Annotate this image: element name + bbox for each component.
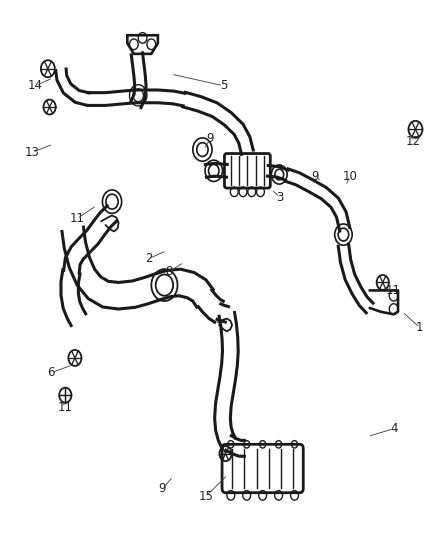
Text: 5: 5 bbox=[220, 79, 227, 92]
Text: 12: 12 bbox=[406, 135, 421, 148]
Text: 8: 8 bbox=[165, 265, 173, 278]
Text: 11: 11 bbox=[58, 401, 73, 414]
Text: 11: 11 bbox=[70, 212, 85, 225]
Text: 4: 4 bbox=[390, 422, 397, 435]
Text: 14: 14 bbox=[28, 79, 43, 92]
Text: 11: 11 bbox=[386, 284, 401, 297]
Text: 9: 9 bbox=[159, 482, 166, 495]
Text: 6: 6 bbox=[47, 366, 55, 379]
Text: 9: 9 bbox=[207, 132, 214, 146]
Text: 3: 3 bbox=[276, 191, 284, 204]
Text: 1: 1 bbox=[416, 321, 424, 334]
Text: 9: 9 bbox=[311, 169, 319, 183]
Text: 13: 13 bbox=[25, 146, 39, 159]
Text: 2: 2 bbox=[145, 252, 153, 265]
Text: 10: 10 bbox=[343, 169, 357, 183]
Text: 15: 15 bbox=[198, 490, 213, 503]
